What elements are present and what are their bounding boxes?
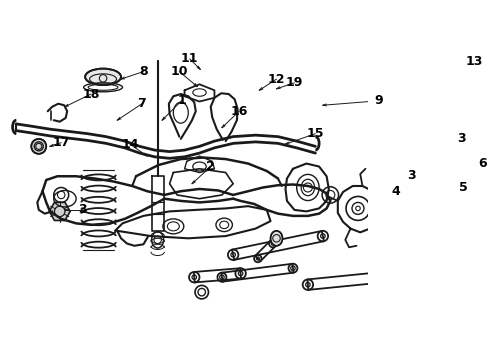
Text: 8: 8	[139, 65, 148, 78]
Circle shape	[413, 176, 442, 206]
Text: 3: 3	[407, 169, 416, 182]
Text: 12: 12	[268, 73, 285, 86]
Text: 9: 9	[375, 94, 383, 107]
Text: 2: 2	[206, 160, 215, 173]
Text: 14: 14	[121, 138, 139, 150]
Ellipse shape	[376, 179, 390, 188]
Text: 19: 19	[286, 76, 303, 89]
Text: 5: 5	[459, 181, 468, 194]
Text: 15: 15	[307, 127, 324, 140]
Text: 10: 10	[171, 65, 188, 78]
Text: 16: 16	[230, 105, 248, 118]
Ellipse shape	[31, 139, 46, 154]
Text: 18: 18	[82, 87, 100, 100]
Text: 17: 17	[52, 136, 70, 149]
Text: 6: 6	[478, 157, 487, 170]
Ellipse shape	[85, 69, 121, 85]
Circle shape	[430, 139, 482, 191]
Text: 3: 3	[78, 203, 86, 216]
Text: 3: 3	[457, 132, 465, 145]
Text: 1: 1	[177, 94, 186, 107]
Text: 4: 4	[392, 185, 400, 198]
Ellipse shape	[270, 231, 283, 246]
Text: 13: 13	[465, 55, 483, 68]
Text: 7: 7	[138, 97, 147, 110]
Text: 11: 11	[181, 53, 198, 66]
Polygon shape	[49, 202, 70, 220]
